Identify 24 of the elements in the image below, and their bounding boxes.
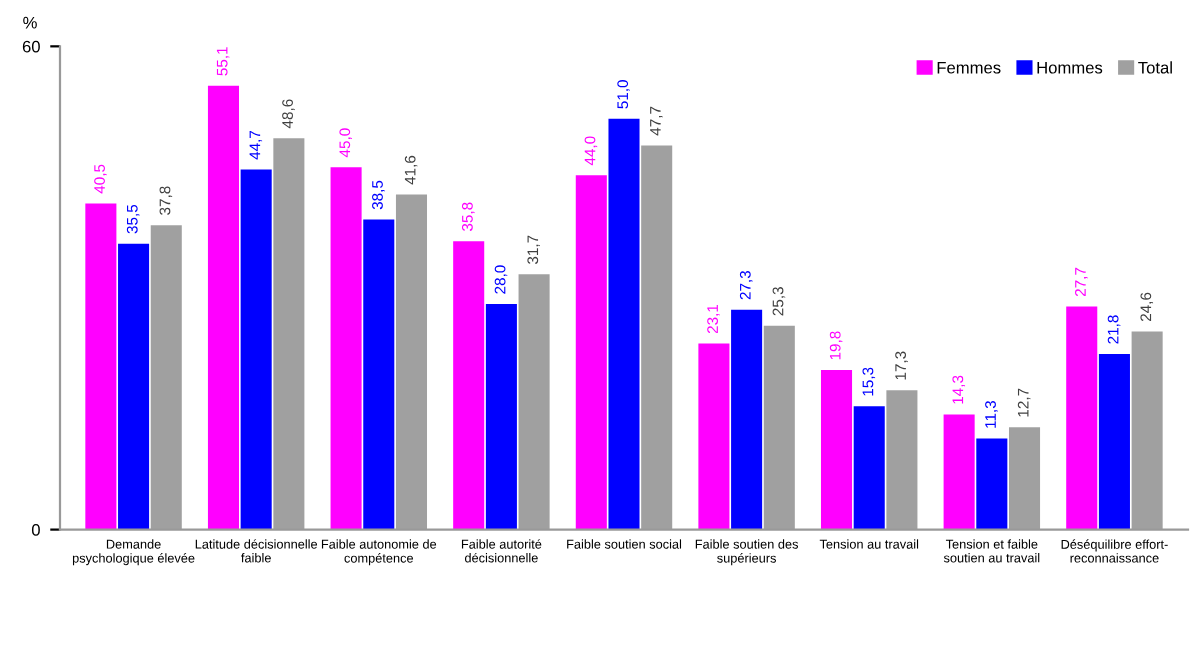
bar	[363, 219, 395, 530]
legend-label: Total	[1138, 61, 1172, 74]
bar	[853, 406, 885, 530]
bar	[731, 309, 763, 530]
bar	[943, 414, 975, 530]
legend-label: Hommes	[1037, 61, 1103, 74]
bar	[85, 203, 117, 530]
bar	[608, 118, 640, 530]
bar	[207, 85, 240, 530]
bar	[820, 370, 853, 530]
bar	[1066, 306, 1098, 530]
y-axis-title: %	[23, 16, 37, 29]
bar	[1098, 354, 1130, 530]
bar	[118, 243, 150, 530]
bar	[575, 175, 607, 530]
bar	[976, 438, 1008, 530]
y-tick-label: 60	[22, 40, 40, 53]
legend-label: Femmes	[937, 61, 1001, 74]
bar	[698, 343, 730, 530]
bar	[330, 167, 362, 530]
bar	[453, 241, 485, 530]
bar	[485, 304, 517, 530]
y-tick-label: 0	[31, 524, 40, 536]
bar	[240, 169, 272, 530]
